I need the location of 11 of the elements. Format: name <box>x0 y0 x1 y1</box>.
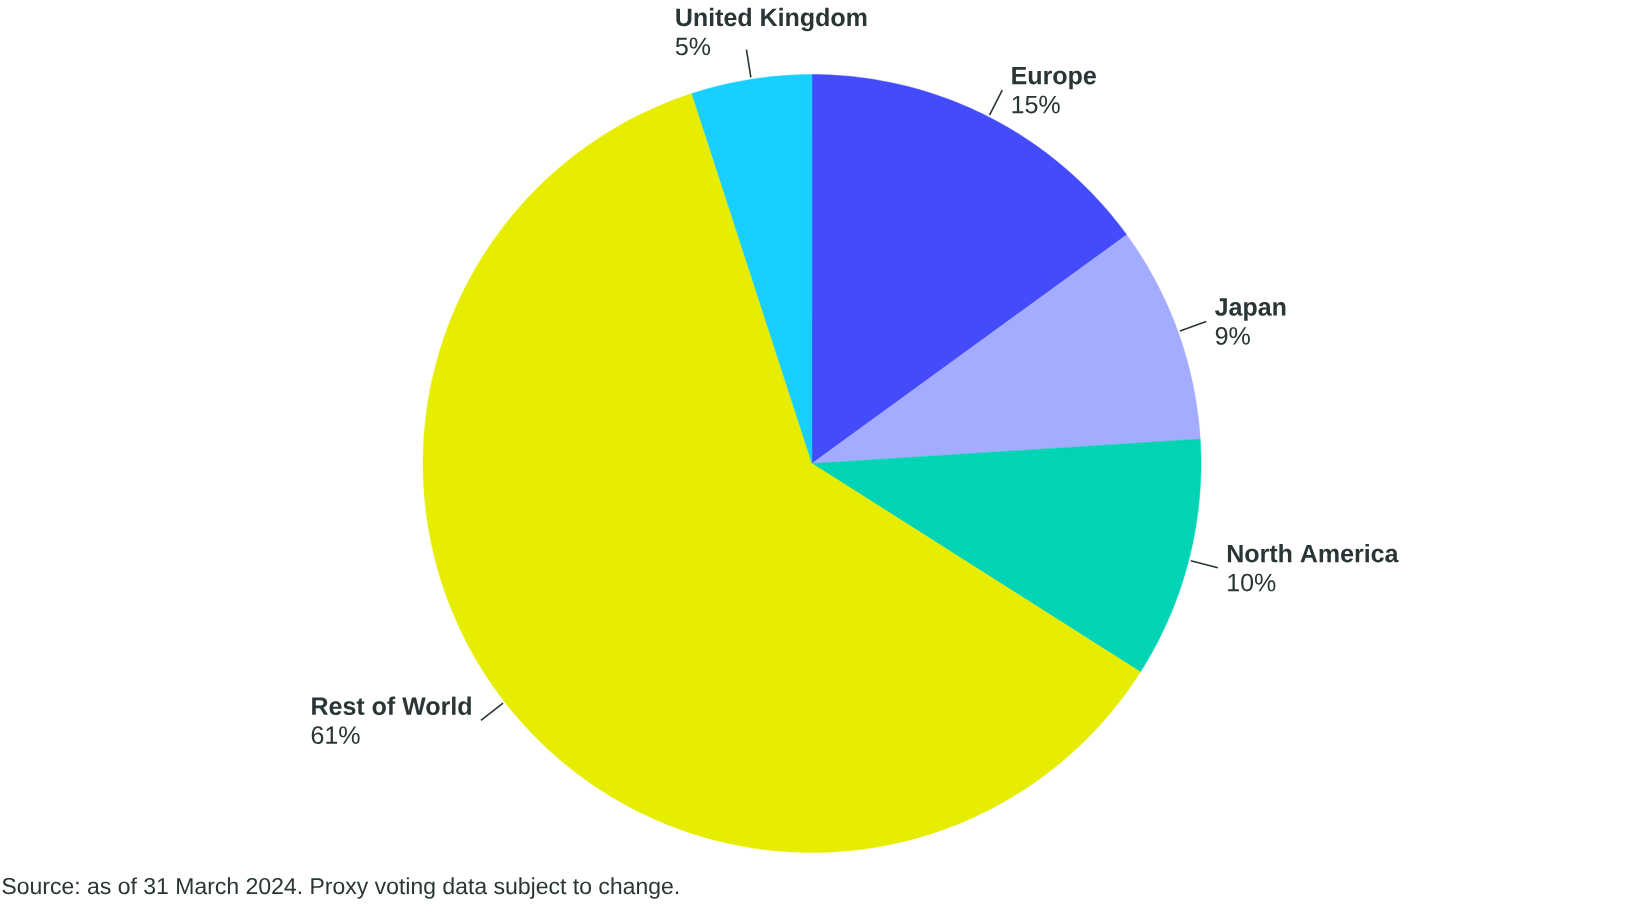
slice-label: United Kingdom <box>676 7 867 32</box>
data-label: 9% <box>1215 327 1250 345</box>
source-note: Source: as of 31 March 2024. Proxy voting data subject to change. <box>2 877 679 899</box>
slice-label: North America <box>1227 544 1399 563</box>
slice-label: Rest of World <box>312 696 471 715</box>
slice-label: Europe <box>1012 66 1096 90</box>
data-label: 15% <box>1012 95 1060 114</box>
data-label: 61% <box>311 726 360 744</box>
slice-label: Japan <box>1215 298 1286 321</box>
data-label: 5% <box>675 37 711 56</box>
data-label: 10% <box>1228 573 1276 592</box>
